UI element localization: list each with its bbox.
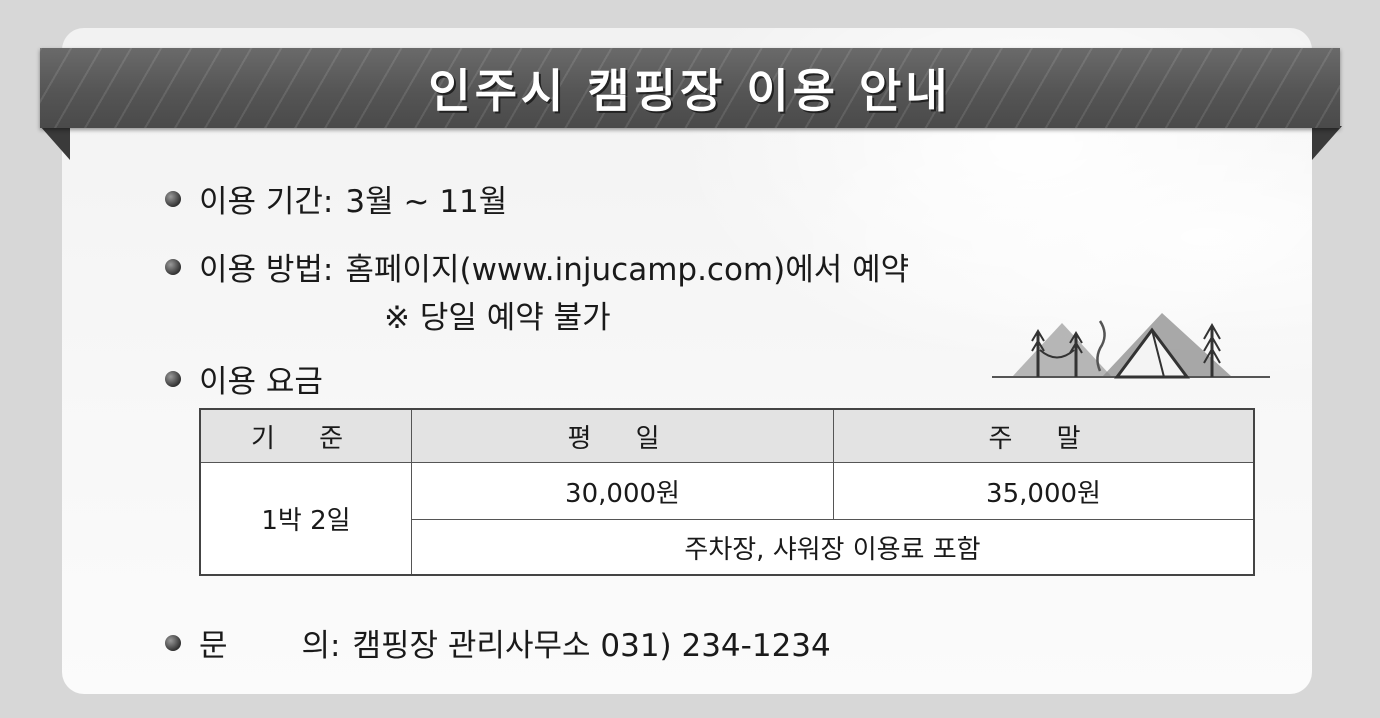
method-row: 이용 방법: 홈페이지(www.injucamp.com)에서 예약	[165, 244, 909, 289]
contact-label-b: 의:	[301, 628, 341, 664]
row-label: 1박 2일	[199, 462, 412, 576]
fee-footnote: 주차장, 샤워장 이용료 포함	[411, 519, 1255, 576]
method-value: 홈페이지(www.injucamp.com)에서 예약	[345, 252, 910, 288]
fee-table-header: 기 준 평 일 주 말	[199, 408, 1255, 463]
camping-scene-icon	[992, 313, 1270, 379]
banner-fold-right	[1312, 126, 1342, 160]
header-basis: 기 준	[199, 408, 412, 463]
period-row: 이용 기간: 3월 ~ 11월	[165, 176, 507, 221]
weekday-price: 30,000원	[411, 462, 834, 520]
fee-table: 기 준 평 일 주 말 1박 2일 30,000원 35,000원 주차장, 샤…	[199, 408, 1255, 576]
bullet-icon	[165, 634, 181, 651]
table-row: 1박 2일 30,000원 35,000원	[199, 462, 1255, 576]
table-row: 주차장, 샤워장 이용료 포함	[200, 519, 1255, 576]
header-weekend: 주 말	[833, 408, 1255, 463]
period-value: 3월 ~ 11월	[345, 184, 508, 220]
title-banner: 인주시 캠핑장 이용 안내	[40, 48, 1340, 128]
bullet-icon	[165, 370, 181, 387]
period-label: 이용 기간:	[199, 184, 334, 220]
fee-row: 이용 요금	[165, 356, 323, 401]
contact-row: 문 의: 캠핑장 관리사무소 031) 234-1234	[165, 620, 831, 665]
contact-label-a: 문	[199, 628, 228, 664]
bullet-icon	[165, 190, 181, 207]
method-label: 이용 방법:	[199, 252, 334, 288]
weekend-price: 35,000원	[833, 462, 1255, 520]
header-weekday: 평 일	[411, 408, 834, 463]
page-title: 인주시 캠핑장 이용 안내	[428, 64, 952, 118]
banner-fold-left	[40, 126, 70, 160]
fee-label: 이용 요금	[199, 364, 323, 400]
method-note: ※ 당일 예약 불가	[384, 300, 611, 336]
bullet-icon	[165, 258, 181, 275]
contact-value: 캠핑장 관리사무소 031) 234-1234	[352, 628, 831, 664]
